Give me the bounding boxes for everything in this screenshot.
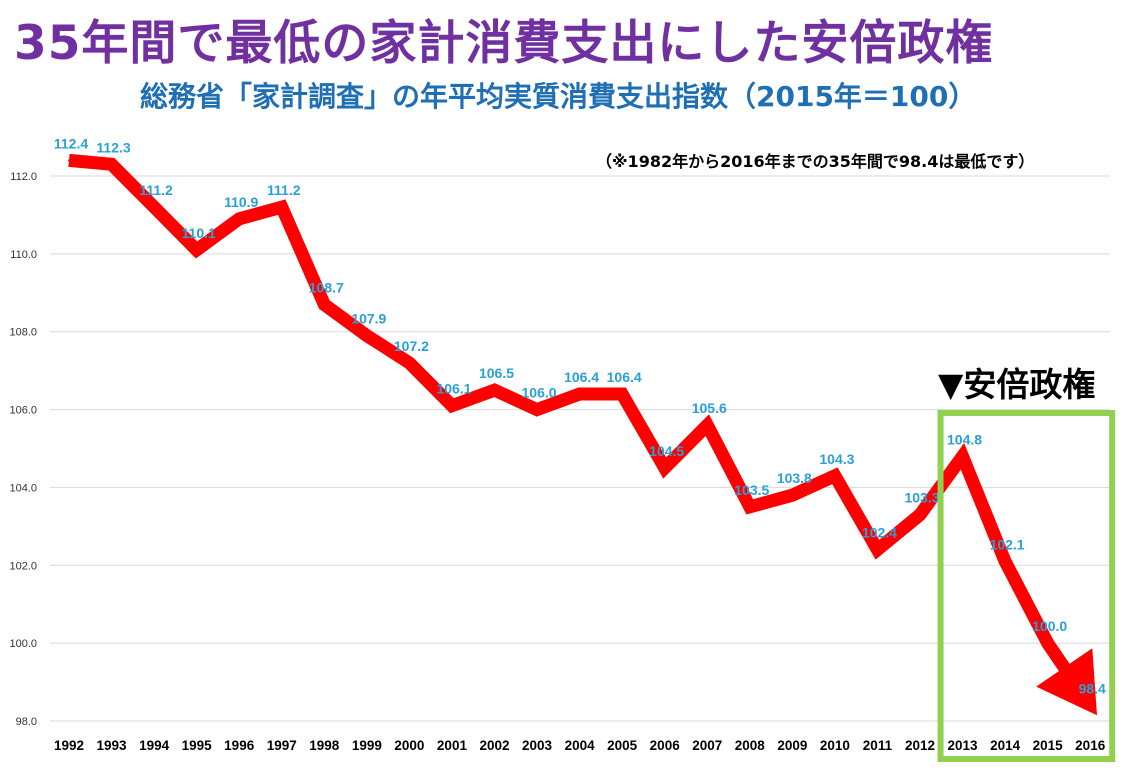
data-point bbox=[450, 404, 453, 407]
x-tick-label: 2003 bbox=[522, 738, 553, 753]
x-tick-label: 2005 bbox=[607, 738, 638, 753]
x-tick-label: 1996 bbox=[224, 738, 255, 753]
series-arrowhead bbox=[1036, 648, 1097, 716]
abe-era-box bbox=[937, 410, 1116, 762]
x-tick-label: 2001 bbox=[437, 738, 468, 753]
x-tick-label: 2016 bbox=[1075, 738, 1106, 753]
x-tick-label: 2004 bbox=[565, 738, 596, 753]
data-label: 104.8 bbox=[947, 431, 982, 447]
data-point bbox=[706, 424, 709, 427]
data-point bbox=[578, 393, 581, 395]
x-tick-label: 2010 bbox=[820, 738, 850, 753]
data-point bbox=[919, 513, 921, 516]
data-label: 103.8 bbox=[777, 470, 812, 486]
data-point bbox=[323, 303, 326, 306]
x-tick-label: 2006 bbox=[650, 738, 681, 753]
data-point bbox=[153, 206, 156, 209]
y-tick-label: 102.0 bbox=[9, 560, 37, 572]
chart-title: 35年間で最低の家計消費支出にした安倍政権 bbox=[14, 16, 994, 71]
series-line bbox=[68, 153, 1097, 716]
data-point bbox=[961, 455, 964, 458]
data-point bbox=[408, 361, 411, 364]
y-tick-label: 100.0 bbox=[9, 638, 37, 650]
y-tick-label: 108.0 bbox=[9, 327, 37, 339]
x-tick-label: 2009 bbox=[777, 738, 807, 753]
data-point bbox=[493, 389, 496, 392]
data-label: 107.2 bbox=[394, 338, 429, 354]
y-tick-label: 112.0 bbox=[10, 171, 37, 183]
data-label: 111.2 bbox=[267, 182, 301, 198]
data-label: 100.0 bbox=[1032, 618, 1067, 634]
gridlines bbox=[50, 175, 1110, 722]
x-tick-label: 2007 bbox=[692, 738, 722, 753]
data-label: 106.1 bbox=[436, 381, 471, 397]
y-axis-ticks: 98.0 100.0 102.0 104.0 106.0 108.0 110.0 112.0 bbox=[9, 171, 37, 728]
data-point bbox=[365, 334, 368, 337]
data-point bbox=[748, 505, 751, 508]
data-point bbox=[876, 548, 879, 551]
y-tick-label: 104.0 bbox=[9, 482, 37, 494]
data-label: 112.4 bbox=[54, 135, 88, 151]
data-label: 98.4 bbox=[1079, 680, 1106, 696]
data-label: 103.5 bbox=[734, 482, 769, 498]
data-label: 108.7 bbox=[309, 279, 344, 295]
y-tick-label: 106.0 bbox=[9, 405, 37, 417]
x-tick-label: 2015 bbox=[1033, 738, 1064, 753]
data-point bbox=[1004, 560, 1007, 563]
x-axis-ticks: 1992 1993 1994 1995 1996 1997 1998 1999 2000 2001… bbox=[54, 738, 1106, 753]
data-point bbox=[195, 248, 198, 251]
x-tick-label: 2013 bbox=[948, 738, 979, 753]
data-label: 106.4 bbox=[607, 369, 642, 385]
abe-era-label: ▼安倍政権 bbox=[938, 365, 1096, 404]
data-point bbox=[621, 393, 624, 395]
data-label: 104.5 bbox=[649, 443, 684, 459]
data-point bbox=[280, 206, 283, 209]
highlight-rect bbox=[937, 410, 1116, 762]
x-tick-label: 2011 bbox=[863, 738, 893, 753]
x-tick-label: 1999 bbox=[352, 738, 382, 753]
data-label: 110.9 bbox=[224, 194, 258, 210]
data-point bbox=[1089, 704, 1092, 707]
x-tick-label: 1995 bbox=[182, 738, 213, 753]
data-label: 104.3 bbox=[819, 451, 854, 467]
data-label: 106.4 bbox=[564, 369, 599, 385]
x-tick-label: 1994 bbox=[139, 738, 170, 753]
data-label: 112.3 bbox=[96, 139, 130, 155]
x-tick-label: 2000 bbox=[394, 738, 424, 753]
data-point bbox=[833, 474, 836, 477]
data-point bbox=[1046, 642, 1049, 645]
x-tick-label: 1997 bbox=[267, 738, 297, 753]
data-point bbox=[238, 217, 241, 220]
data-point bbox=[663, 466, 666, 469]
x-tick-label: 1992 bbox=[54, 738, 84, 753]
data-label: 105.6 bbox=[692, 400, 727, 416]
data-label: 106.5 bbox=[479, 365, 514, 381]
y-tick-label: 110.0 bbox=[10, 249, 37, 261]
data-label: 106.0 bbox=[522, 385, 557, 401]
data-label: 103.3 bbox=[904, 490, 939, 506]
series-polyline bbox=[68, 153, 1073, 677]
x-tick-label: 2014 bbox=[990, 738, 1021, 753]
data-point bbox=[68, 159, 70, 162]
x-tick-label: 2002 bbox=[479, 738, 509, 753]
data-labels: 112.4 112.3 111.2 110.1 110.9 111.2 108.7 107.9… bbox=[54, 135, 1106, 696]
x-tick-label: 2012 bbox=[905, 738, 935, 753]
data-label: 102.1 bbox=[990, 536, 1025, 552]
data-point bbox=[791, 494, 794, 497]
data-label: 111.2 bbox=[139, 182, 173, 198]
data-label: 102.4 bbox=[862, 525, 897, 541]
x-tick-label: 1993 bbox=[97, 738, 128, 753]
x-tick-label: 2008 bbox=[735, 738, 766, 753]
data-point bbox=[110, 163, 113, 166]
y-tick-label: 98.0 bbox=[16, 716, 37, 728]
data-point bbox=[536, 408, 539, 411]
chart-note: （※1982年から2016年までの35年間で98.4は最低です） bbox=[596, 152, 1035, 171]
data-label: 107.9 bbox=[351, 311, 386, 327]
chart-subtitle: 総務省「家計調査」の年平均実質消費支出指数（2015年＝100） bbox=[140, 80, 977, 113]
x-tick-label: 1998 bbox=[309, 738, 340, 753]
data-label: 110.1 bbox=[182, 225, 216, 241]
